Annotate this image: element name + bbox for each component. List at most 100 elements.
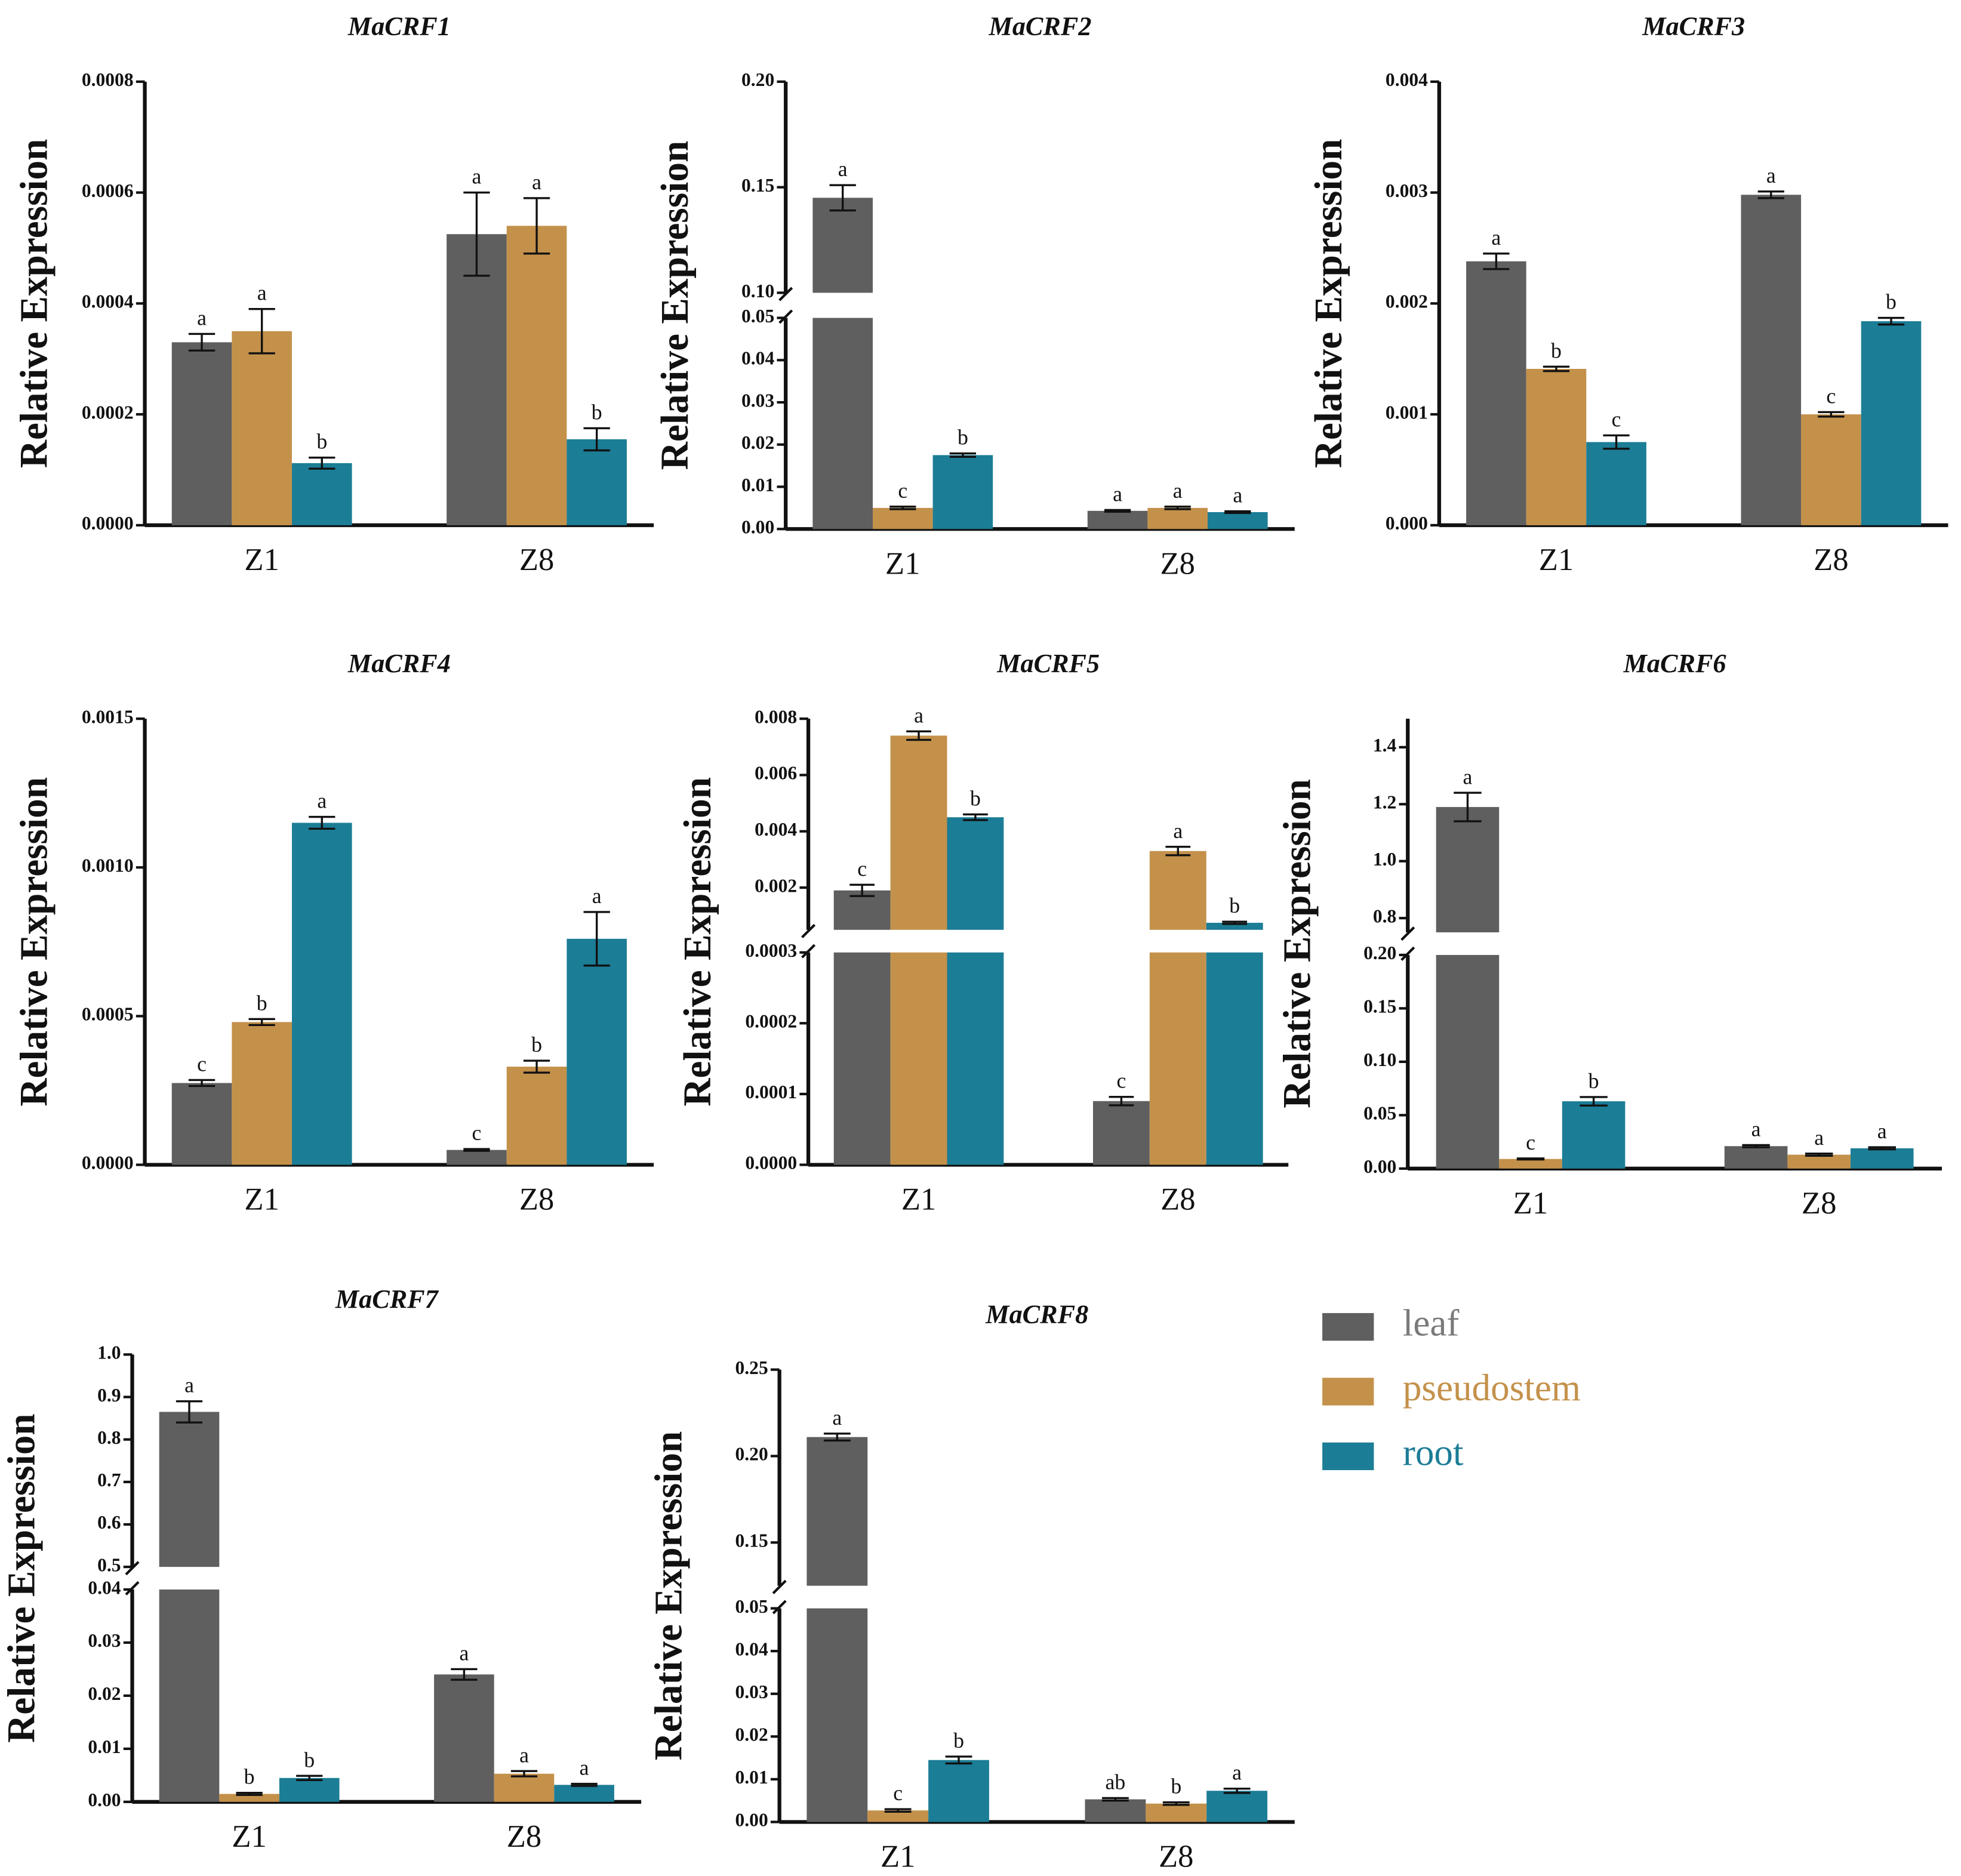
bar [1146,1803,1207,1822]
y-tick-label: 0.0004 [82,291,134,312]
bar [554,1785,614,1802]
y-tick-label: 0.004 [1386,69,1428,90]
significance-letter: c [893,1781,903,1805]
bar [1206,1791,1268,1822]
x-tick-label: Z1 [244,543,279,577]
bar [506,1067,567,1165]
y-tick-label: 0.006 [755,763,797,784]
y-tick-label: 1.4 [1373,735,1397,756]
significance-letter: c [1526,1130,1535,1154]
chart-title: MaCRF7 [335,1284,439,1314]
chart-title: MaCRF3 [1642,12,1745,41]
bar [159,1589,220,1802]
chart-title: MaCRF5 [996,649,1100,678]
bar [1207,512,1268,529]
significance-letter: b [958,426,968,449]
bar [567,938,627,1165]
y-tick-label: 0.20 [741,69,774,90]
error-bar [1104,509,1131,513]
significance-letter: b [304,1748,315,1772]
significance-letter: b [1229,894,1240,917]
error-bar [1162,1801,1190,1806]
bar-upper [890,735,947,930]
significance-letter: a [184,1373,194,1397]
error-bar [510,1770,538,1778]
significance-letter: c [1116,1069,1126,1093]
bar [291,823,352,1165]
error-bar [1223,1787,1251,1794]
significance-letter: b [531,1033,542,1056]
y-tick-label: 0.008 [755,706,797,727]
significance-letter: a [914,703,923,727]
significance-letter: a [1233,483,1242,507]
x-tick-label: Z1 [244,1182,279,1217]
y-tick-label: 0.000 [1386,513,1428,534]
y-tick-label: 0.00 [735,1810,768,1831]
bar [232,1022,292,1165]
error-bar [309,456,335,470]
significance-letter: a [832,1406,842,1430]
significance-letter: b [244,1765,255,1789]
y-tick-label: 0.20 [1363,942,1396,963]
bar [1526,369,1587,525]
error-bar [1805,1153,1833,1157]
x-tick-label: Z8 [1160,1182,1195,1217]
y-tick-label: 0.05 [1363,1103,1396,1124]
y-tick-label: 0.003 [1386,180,1428,201]
error-bar [849,883,875,897]
error-bar [1102,1797,1129,1802]
y-tick-label: 0.04 [741,348,774,369]
bar [1861,321,1922,525]
y-tick-label: 0.00 [1363,1156,1396,1177]
significance-letter: a [1877,1119,1887,1143]
error-bar [248,1018,275,1027]
significance-letter: a [1173,819,1183,843]
significance-letter: b [1886,290,1897,314]
bar [1206,952,1263,1165]
y-tick-label: 0.0000 [82,513,134,534]
error-bar [463,191,490,277]
error-bar [949,452,977,458]
y-axis-label: Relative Expression [13,139,56,469]
x-tick-label: Z1 [901,1182,936,1217]
significance-letter: a [197,306,207,330]
x-tick-label: Z8 [507,1819,541,1854]
y-tick-label: 0.0005 [82,1004,134,1025]
y-tick-label: 0.05 [741,306,774,326]
y-tick-label: 0.02 [741,432,774,453]
bar [806,1608,868,1822]
y-tick-label: 1.0 [97,1342,121,1363]
error-bar [1877,316,1905,326]
y-tick-label: 0.6 [97,1512,121,1533]
y-tick-label: 0.0006 [82,180,134,201]
x-tick-label: Z8 [1160,547,1195,581]
y-tick-label: 0.8 [1373,905,1396,926]
bar [219,1794,279,1802]
bar [506,226,567,525]
y-tick-label: 0.5 [97,1554,121,1575]
x-tick-label: Z8 [519,543,554,577]
error-bar [906,730,931,741]
legend-label: root [1403,1431,1464,1473]
panel: MaCRF4 Relative Expression 0.0000 0.0005 0.0… [13,649,654,1217]
significance-letter: b [953,1729,964,1752]
chart-title: MaCRF4 [347,649,451,678]
y-tick-label: 0.0000 [745,1153,797,1173]
error-bar [1580,1096,1608,1107]
y-axis-label: Relative Expression [676,777,719,1107]
legend-swatch [1322,1378,1374,1406]
error-bar [1742,1144,1770,1148]
bar [932,455,993,529]
bar [1586,442,1646,525]
y-tick-label: 0.0002 [745,1011,797,1032]
bar [1466,261,1526,525]
error-bar [309,815,335,830]
legend-swatch [1322,1313,1374,1341]
error-bar [963,813,988,821]
significance-letter: a [1113,482,1122,506]
significance-letter: b [316,430,327,454]
significance-letter: b [970,787,981,811]
y-axis-label: Relative Expression [648,1431,691,1761]
error-bar [583,427,610,452]
significance-letter: b [1588,1069,1599,1093]
